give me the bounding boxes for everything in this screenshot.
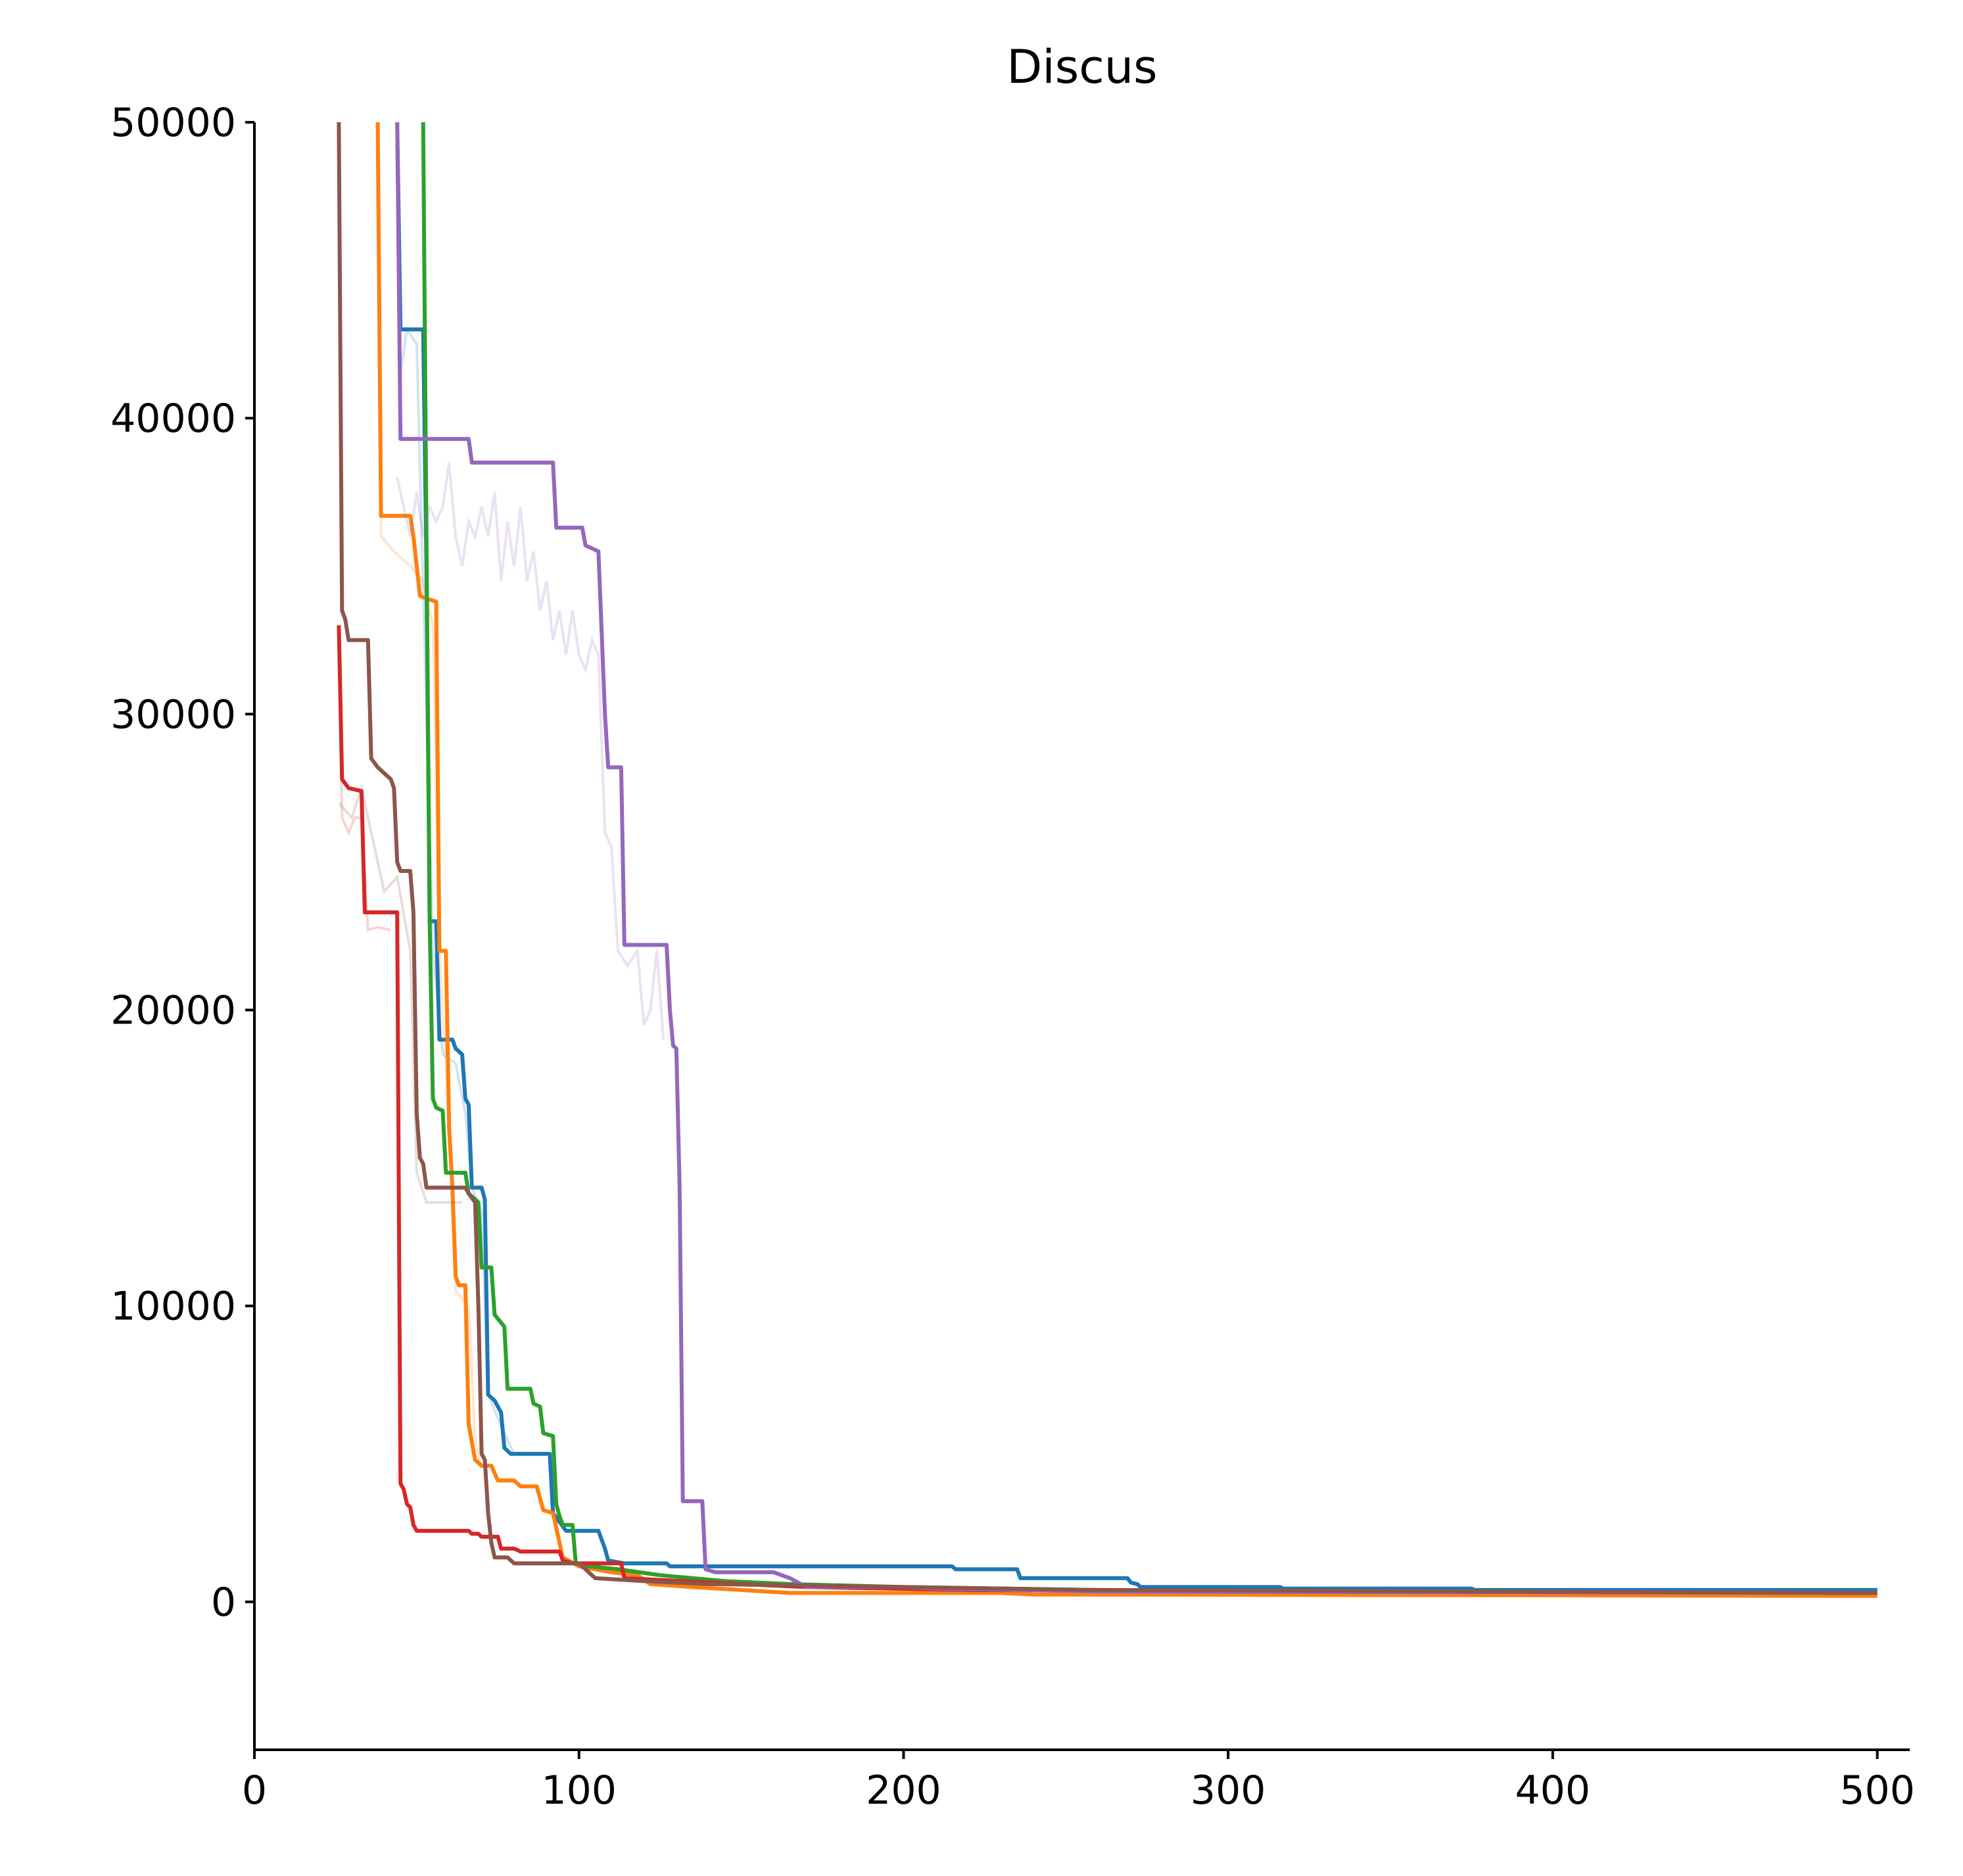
- series-4-line: [337, 625, 1878, 1595]
- y-tick-label: 20000: [110, 988, 236, 1034]
- axes: 0 100 200 300 400 500 0 10000 20000 30000 40000 500…: [110, 100, 1915, 1814]
- chart-title: Discus: [1006, 40, 1157, 94]
- x-tick-label: 500: [1839, 1768, 1915, 1814]
- y-tick-label: 10000: [110, 1284, 236, 1330]
- series-4-raw-line: [337, 625, 391, 932]
- series-1-line: [395, 122, 1878, 1592]
- series-6-raw-line: [337, 783, 462, 1204]
- y-tick-label: 50000: [110, 100, 236, 146]
- x-tick-label: 200: [866, 1768, 941, 1814]
- series-3-line: [421, 122, 1878, 1595]
- series-layer: [337, 122, 1878, 1598]
- x-tick-label: 100: [541, 1768, 617, 1814]
- series-5-line: [395, 122, 1878, 1595]
- y-tick-label: 0: [211, 1580, 236, 1626]
- series-6-line: [337, 122, 1878, 1595]
- y-tick-label: 30000: [110, 692, 236, 738]
- x-tick-label: 400: [1515, 1768, 1591, 1814]
- series-2-line: [375, 122, 1878, 1598]
- series-5-raw-line: [396, 462, 665, 1040]
- x-tick-label: 0: [242, 1768, 267, 1814]
- y-tick-label: 40000: [110, 396, 236, 442]
- x-tick-label: 300: [1191, 1768, 1266, 1814]
